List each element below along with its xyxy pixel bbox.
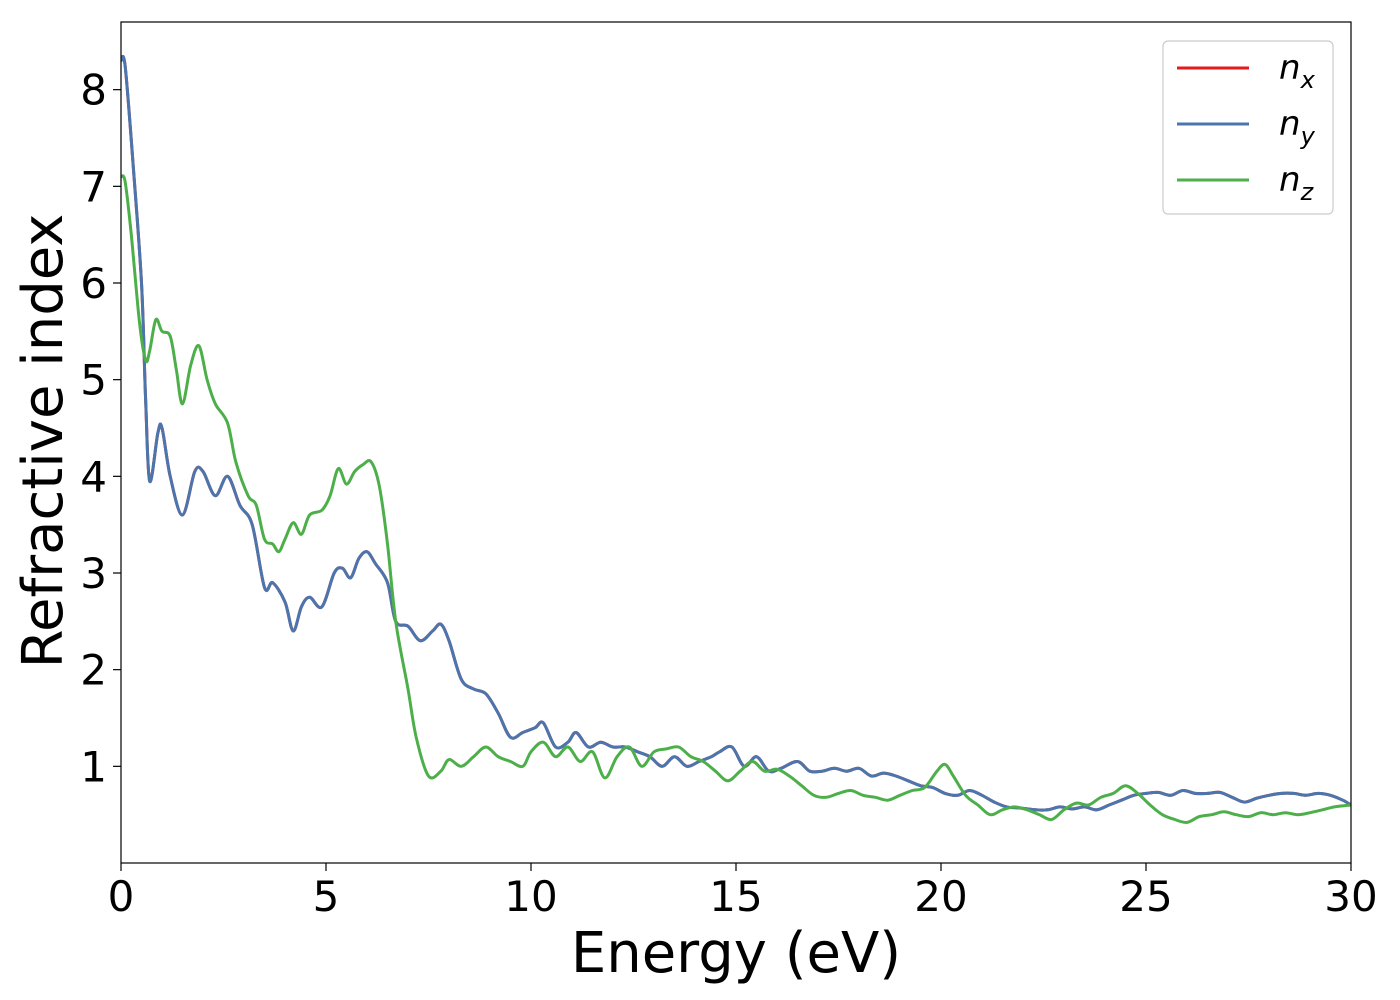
legend: nx ny nz: [1162, 40, 1334, 215]
x-tick-label: 5: [313, 872, 340, 921]
x-tick-label: 10: [504, 872, 557, 921]
y-tick-label: 7: [80, 162, 107, 211]
legend-label-x: nx: [1279, 48, 1316, 94]
axes-layer: 0 5 10 15 20 25 30 1 2 3 4 5 6 7 8: [80, 21, 1378, 921]
x-tick-label: 20: [914, 872, 967, 921]
x-tick-label: 25: [1119, 872, 1172, 921]
x-tick-label: 0: [108, 872, 135, 921]
series-line-z: [121, 174, 1351, 824]
legend-box: [1162, 40, 1334, 215]
y-tick-label: 2: [80, 646, 107, 695]
y-tick-label: 6: [80, 259, 107, 308]
series-line-y: [121, 54, 1351, 812]
y-tick-label: 8: [80, 66, 107, 115]
legend-label-z: nz: [1279, 160, 1315, 206]
y-axis-title: Refractive index: [11, 214, 76, 669]
x-tick-label: 15: [709, 872, 762, 921]
y-tick-label: 3: [80, 549, 107, 598]
series-layer: [121, 54, 1351, 824]
y-tick-label: 5: [80, 356, 107, 405]
y-tick-label: 1: [80, 742, 107, 791]
legend-label-y: ny: [1279, 104, 1316, 150]
x-axis-title: Energy (eV): [571, 921, 901, 986]
x-tick-label: 30: [1324, 872, 1377, 921]
y-tick-label: 4: [80, 452, 107, 501]
